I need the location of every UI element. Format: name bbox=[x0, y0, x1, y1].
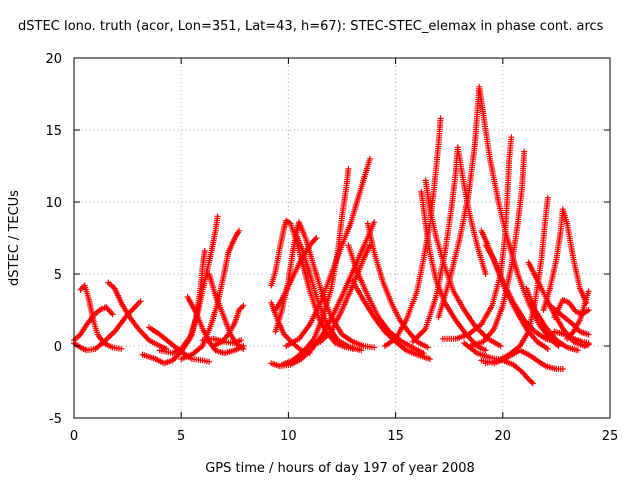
data-point-markers bbox=[435, 83, 562, 349]
y-tick-label: 5 bbox=[54, 268, 62, 283]
data-arc bbox=[268, 219, 378, 370]
data-arc bbox=[294, 233, 365, 354]
y-tick-label: 0 bbox=[54, 340, 62, 355]
y-tick-label: 15 bbox=[45, 124, 62, 139]
data-point-markers bbox=[461, 340, 536, 387]
x-tick-label: 0 bbox=[70, 429, 78, 444]
y-tick-label: 20 bbox=[45, 52, 62, 67]
data-point-markers bbox=[564, 288, 592, 342]
data-arc bbox=[381, 115, 444, 349]
data-arc bbox=[156, 213, 221, 357]
y-axis-label: dSTEC / TECUs bbox=[7, 190, 22, 286]
data-point-markers bbox=[523, 285, 581, 354]
data-point-markers bbox=[482, 242, 560, 345]
data-point-markers bbox=[268, 219, 378, 370]
data-arc bbox=[478, 347, 566, 372]
data-point-markers bbox=[105, 279, 170, 352]
data-point-markers bbox=[294, 233, 365, 354]
x-tick-label: 15 bbox=[387, 429, 404, 444]
data-arc bbox=[206, 271, 247, 352]
y-tick-label: -5 bbox=[49, 412, 62, 427]
data-point-markers bbox=[283, 155, 373, 349]
data-marks bbox=[71, 83, 592, 387]
data-arc bbox=[523, 285, 581, 354]
data-arc bbox=[435, 83, 562, 349]
data-arc bbox=[345, 242, 427, 357]
x-axis: 0 5 10 15 20 25 bbox=[70, 58, 618, 444]
data-point-markers bbox=[478, 347, 566, 372]
chart-title: dSTEC Iono. truth (acor, Lon=351, Lat=43… bbox=[18, 19, 604, 34]
x-axis-label: GPS time / hours of day 197 of year 2008 bbox=[205, 461, 475, 476]
data-arc bbox=[482, 242, 560, 345]
data-arc bbox=[461, 340, 536, 387]
data-point-markers bbox=[184, 294, 247, 357]
data-arc bbox=[540, 206, 590, 313]
data-arc bbox=[283, 155, 373, 349]
x-tick-label: 10 bbox=[280, 429, 297, 444]
x-tick-label: 25 bbox=[602, 429, 619, 444]
data-arc bbox=[272, 219, 378, 351]
data-point-markers bbox=[349, 278, 433, 362]
data-arc bbox=[349, 278, 433, 362]
x-tick-label: 20 bbox=[495, 429, 512, 444]
plot-frame bbox=[73, 57, 611, 419]
x-tick-label: 5 bbox=[177, 429, 185, 444]
data-point-markers bbox=[409, 144, 489, 345]
data-arc bbox=[439, 134, 515, 342]
data-point-markers bbox=[381, 115, 444, 349]
data-point-markers bbox=[199, 335, 245, 347]
data-point-markers bbox=[272, 219, 378, 351]
data-arc bbox=[564, 288, 592, 342]
y-axis: -5 0 5 10 15 20 bbox=[45, 52, 610, 427]
data-point-markers bbox=[439, 134, 515, 342]
y-tick-label: 10 bbox=[45, 196, 62, 211]
data-arc bbox=[409, 144, 489, 345]
data-point-markers bbox=[206, 271, 247, 352]
data-arc bbox=[184, 294, 247, 357]
data-arc bbox=[199, 335, 245, 347]
data-point-markers bbox=[540, 206, 590, 313]
data-arc bbox=[105, 279, 170, 352]
data-point-markers bbox=[156, 213, 221, 357]
data-point-markers bbox=[345, 242, 427, 357]
